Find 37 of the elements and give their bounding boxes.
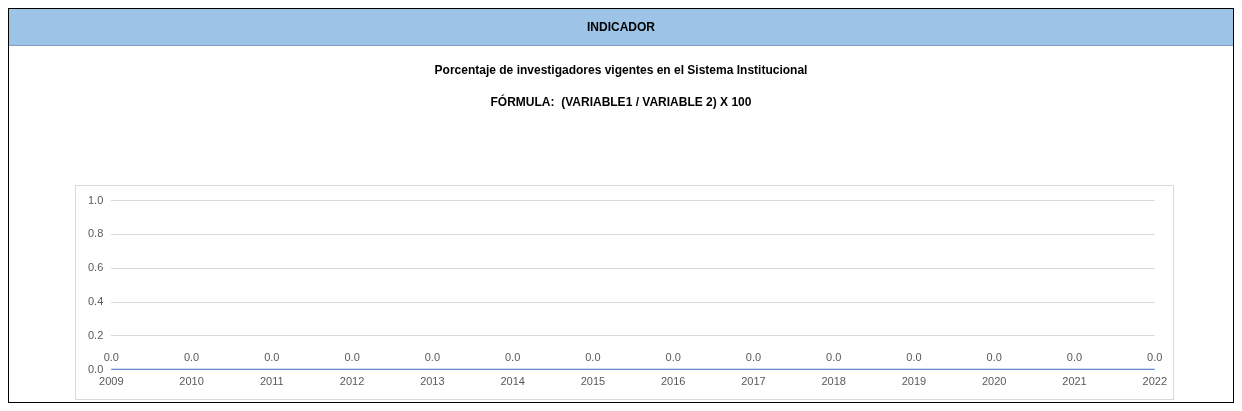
x-tick-label: 2019 [901, 375, 927, 388]
chart-title: INDICADOR [9, 9, 1233, 46]
x-tick-label: 2018 [821, 375, 846, 388]
data-label: 0.0 [1147, 351, 1163, 364]
data-label: 0.0 [504, 351, 521, 364]
data-label: 0.0 [826, 351, 842, 364]
data-label: 0.0 [986, 351, 1002, 364]
x-tick-label: 2013 [420, 375, 445, 388]
data-label: 0.0 [665, 351, 681, 364]
data-label: 0.0 [585, 351, 601, 364]
data-label: 0.0 [264, 351, 280, 364]
x-tick-label: 2009 [99, 375, 124, 388]
x-tick-label: 2012 [339, 375, 365, 388]
text: FÓRMULA: (VARIABLE1 / VARIABLE 2) X 100 [489, 95, 753, 109]
x-tick-label: 2020 [981, 375, 1007, 388]
x-tick-label: 2021 [1062, 375, 1087, 388]
x-tick-label: 2011 [260, 375, 284, 388]
x-tick-label: 2014 [500, 375, 525, 388]
chart-subtitle: Porcentaje de investigadores vigentes en el Sistema Institucional [433, 63, 809, 77]
y-tick-label: 0.8 [87, 227, 104, 240]
data-label: 0.0 [424, 351, 441, 364]
data-label: 0.0 [103, 351, 119, 364]
data-label: 0.0 [344, 351, 360, 364]
data-label: 0.0 [745, 351, 762, 364]
y-tick-label: 1.0 [87, 193, 104, 206]
data-label: 0.0 [183, 351, 200, 364]
x-tick-label: 2022 [1142, 375, 1168, 388]
y-tick-label: 0.2 [87, 328, 104, 341]
y-tick-label: 0.4 [87, 295, 104, 308]
data-label: 0.0 [1066, 351, 1083, 364]
x-tick-label: 2016 [660, 375, 686, 388]
data-label: 0.0 [906, 351, 922, 364]
y-tick-label: 0.6 [87, 261, 104, 274]
y-tick-label: 0.0 [87, 362, 104, 375]
x-tick-label: 2010 [179, 375, 204, 388]
x-tick-label: 2015 [580, 375, 606, 388]
x-tick-label: 2017 [741, 375, 766, 388]
